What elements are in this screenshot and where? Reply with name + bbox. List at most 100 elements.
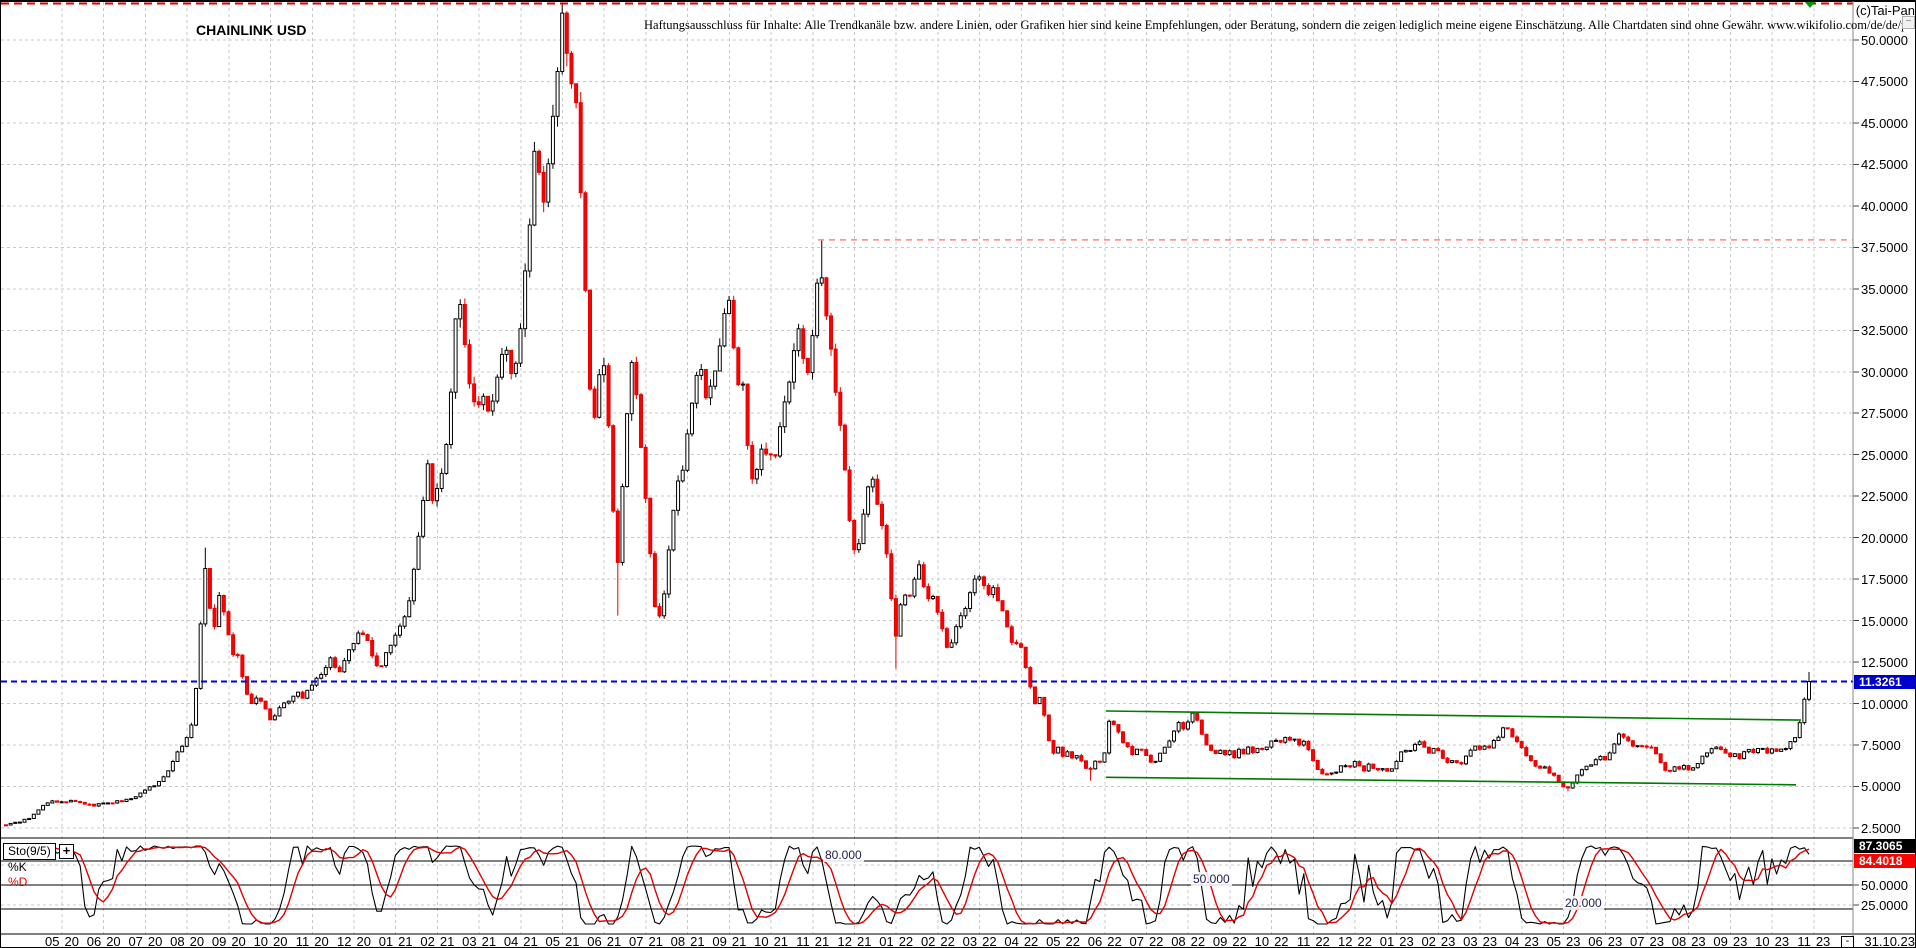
time-axis-month-label: 07 23 [1622,934,1672,948]
month-label-part: 20 [147,934,163,948]
month-label-part: 08 [1171,934,1186,948]
time-axis-month-label: 09 21 [704,934,754,948]
month-label-part: 22 [1148,934,1164,948]
price-axis-tick-label: 7.5000 [1861,737,1901,753]
month-label-part: 01 [378,934,394,948]
month-label-part: 10 [1755,934,1770,948]
price-axis-tick-label: 25.0000 [1861,447,1908,463]
price-axis-tick-label: 45.0000 [1861,115,1908,131]
stochastic-d-value-badge: 84.4018 [1854,854,1915,868]
indicator-level-label: 20.000 [1563,896,1604,910]
month-label-part: 21 [773,934,789,948]
month-label-part: 11 [295,934,310,948]
chart-title: CHAINLINK USD [196,22,307,38]
time-axis-month-label: 01 22 [871,934,921,948]
month-label-part: 06 [587,934,602,948]
time-axis-month-label: 04 21 [496,934,546,948]
month-label-part: 06 [86,934,102,948]
copyright-watermark: (c)Tai-Pan [1855,3,1915,18]
month-label-part: 05 [1046,934,1061,948]
month-label-part: 21 [856,934,872,948]
month-label-part: 09 [1212,934,1228,948]
indicator-settings-button[interactable]: Sto(9/5) [3,843,56,860]
month-label-part: 21 [731,934,747,948]
time-axis-month-label: 06 22 [1080,934,1130,948]
collapse-axis-icon[interactable]: − [1902,16,1915,29]
time-axis-month-label: 02 21 [412,934,462,947]
price-axis-tick-label: 5.0000 [1861,779,1901,795]
axis-separator-button[interactable]: - [1841,936,1854,947]
month-label-part: 07 [628,934,644,948]
month-label-part: 10 [754,934,769,948]
price-axis-tick-label: 12.5000 [1861,655,1908,671]
month-label-part: 09 [211,934,227,948]
time-axis-month-label: 04 22 [996,934,1046,948]
price-axis-tick-label: 17.5000 [1861,572,1908,588]
month-label-part: 04 [1504,934,1520,948]
month-label-part: 07 [1129,934,1144,948]
month-label-part: 21 [523,934,538,948]
month-label-part: 04 [1004,934,1019,948]
time-axis-month-label: 09 23 [1705,934,1755,948]
month-label-part: 21 [565,934,580,948]
time-axis-month-label: 04 23 [1497,934,1547,948]
month-label-part: 22 [1357,934,1372,948]
month-label-part: 01 [879,934,894,948]
month-label-part: 09 [712,934,727,948]
price-axis-tick-label: 47.5000 [1861,74,1908,90]
month-label-part: 22 [1315,934,1330,948]
month-label-part: 23 [1482,934,1498,948]
month-label-part: 23 [1649,934,1664,948]
month-label-part: 11 [1296,934,1311,948]
month-label-part: 08 [670,934,686,948]
time-axis-month-label: 10 23 [1747,934,1797,948]
price-axis-tick-label: 27.5000 [1861,406,1908,422]
month-label-part: 02 [920,934,936,948]
stochastic-k-value-badge: 87.3065 [1854,839,1915,853]
time-axis-month-label: 05 22 [1038,934,1088,948]
month-label-part: 09 [1713,934,1728,948]
month-label-part: 05 [45,934,60,948]
month-label-part: 22 [982,934,997,948]
month-label-part: 10 [253,934,269,948]
time-axis-month-label: 05 21 [538,934,588,948]
time-axis-month-label: 07 21 [621,934,671,948]
month-label-part: 21 [606,934,622,948]
month-label-part: 03 [962,934,978,948]
time-axis-month-label: 06 21 [579,934,629,948]
month-label-part: 20 [273,934,288,948]
time-axis-month-label: 02 22 [913,934,963,948]
time-axis-month-label: 10 22 [1247,934,1297,947]
time-axis-month-label: 10 21 [746,934,796,948]
month-label-part: 23 [1732,934,1748,948]
month-label-part: 21 [814,934,830,948]
price-axis-tick-label: 35.0000 [1861,281,1908,297]
time-axis-month-label: 09 20 [204,934,254,948]
time-axis-month-label: 08 20 [162,934,212,948]
month-label-part: 07 [1630,934,1645,948]
month-label-part: 12 [837,934,852,948]
time-axis-month-label: 03 21 [454,934,504,948]
month-label-part: 20 [314,934,329,948]
month-label-part: 11 [1797,934,1811,948]
month-label-part: 08 [170,934,185,948]
month-label-part: 22 [1065,934,1080,948]
time-axis-month-label: 12 22 [1330,934,1380,948]
month-label-part: 22 [1232,934,1247,948]
month-label-part: 22 [1107,934,1122,948]
month-label-part: 20 [64,934,79,948]
month-label-part: 04 [503,934,519,948]
price-axis-tick-label: 42.5000 [1861,157,1908,173]
time-axis-month-label: 03 23 [1455,934,1505,948]
time-axis-month-label: 03 22 [955,934,1005,948]
price-axis-tick-label: 15.0000 [1861,613,1908,629]
time-axis-month-label: 12 21 [829,934,879,948]
add-indicator-button[interactable]: + [59,844,74,859]
disclaimer-text: Haftungsausschluss für Inhalte: Alle Tre… [644,18,1916,32]
time-axis-month-label: 01 23 [1372,934,1422,947]
time-axis-month-label: 08 22 [1163,934,1213,948]
month-label-part: 08 [1671,934,1687,948]
month-label-part: 03 [462,934,477,948]
last-date-label: 31.10.23 [1864,934,1915,948]
